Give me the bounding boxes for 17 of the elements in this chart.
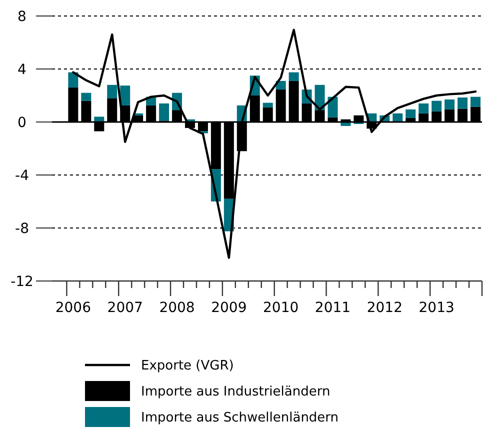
x-tick-label: 2007 xyxy=(107,300,143,316)
y-tick-label: -4 xyxy=(15,168,30,184)
y-tick-label: 4 xyxy=(18,62,27,78)
x-tick-label: 2012 xyxy=(366,300,402,316)
legend-label: Importe aus Industrieländern xyxy=(141,384,330,400)
x-tick-label: 2011 xyxy=(314,300,351,316)
x-tick-label: 2006 xyxy=(55,300,92,316)
y-tick-label: -12 xyxy=(10,274,34,290)
y-tick-label: -8 xyxy=(15,220,29,237)
x-tick-label: 2009 xyxy=(211,300,247,316)
y-tick-label: 8 xyxy=(18,8,26,25)
x-tick-label: 2008 xyxy=(159,300,195,316)
legend-label: Importe aus Schwellenländern xyxy=(141,410,339,426)
x-tick-label: 2010 xyxy=(263,300,299,316)
legend-label: Exporte (VGR) xyxy=(141,358,234,374)
x-tick-label: 2013 xyxy=(418,300,454,316)
y-tick-label: 0 xyxy=(18,114,26,131)
